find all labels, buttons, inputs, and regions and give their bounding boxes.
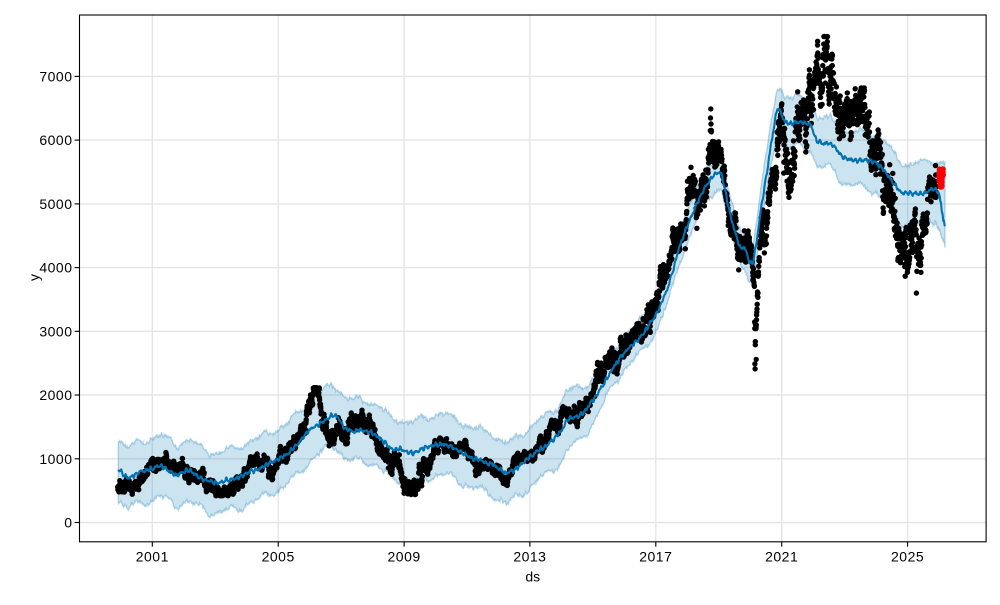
svg-text:2000: 2000 xyxy=(39,387,72,403)
svg-text:2013: 2013 xyxy=(513,549,546,565)
svg-text:2005: 2005 xyxy=(262,549,295,565)
svg-text:2017: 2017 xyxy=(639,549,672,565)
svg-text:2021: 2021 xyxy=(765,549,798,565)
svg-text:4000: 4000 xyxy=(39,260,72,276)
svg-text:y: y xyxy=(26,274,42,281)
svg-text:2001: 2001 xyxy=(136,549,169,565)
svg-text:7000: 7000 xyxy=(39,69,72,85)
svg-text:5000: 5000 xyxy=(39,196,72,212)
svg-text:3000: 3000 xyxy=(39,323,72,339)
svg-text:0: 0 xyxy=(64,515,72,531)
svg-text:6000: 6000 xyxy=(39,132,72,148)
svg-text:ds: ds xyxy=(525,569,540,585)
svg-text:2025: 2025 xyxy=(891,549,924,565)
svg-text:2009: 2009 xyxy=(388,549,421,565)
svg-text:1000: 1000 xyxy=(39,451,72,467)
